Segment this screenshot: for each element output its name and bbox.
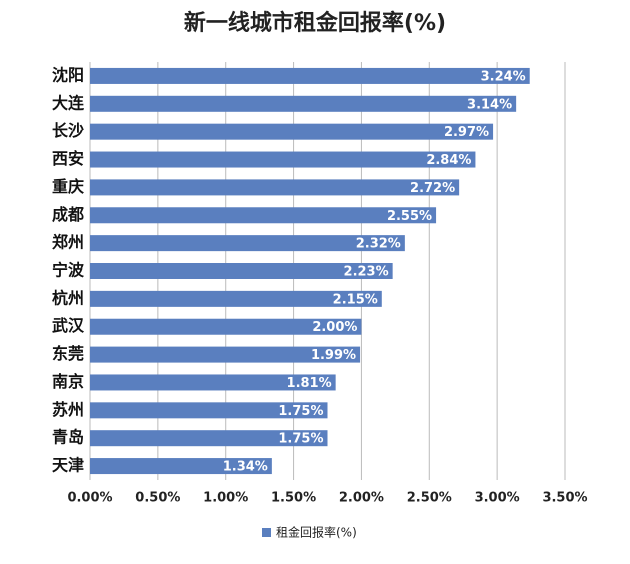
x-tick-label: 3.00% (475, 491, 520, 506)
y-tick-label: 成都 (52, 205, 84, 224)
bar (90, 374, 336, 391)
chart-title: 新一线城市租金回报率(%) (184, 10, 446, 36)
bar (90, 179, 460, 196)
legend-swatch (262, 528, 271, 537)
value-label: 2.97% (444, 125, 489, 140)
bar (90, 263, 393, 279)
y-tick-label: 天津 (52, 456, 84, 475)
legend-label: 租金回报率(%) (276, 525, 357, 540)
value-label: 2.32% (356, 237, 401, 252)
x-tick-label: 0.50% (135, 491, 180, 506)
x-tick-label: 2.50% (407, 491, 452, 506)
y-tick-label: 沈阳 (52, 65, 84, 84)
value-label: 2.23% (344, 265, 389, 280)
bar (90, 430, 328, 447)
value-label: 2.84% (426, 153, 471, 168)
bar (90, 318, 362, 335)
bar (90, 207, 437, 224)
value-label: 2.15% (333, 292, 378, 307)
x-tick-label: 0.00% (67, 491, 112, 506)
x-tick-label: 1.00% (203, 491, 248, 506)
y-tick-label: 宁波 (52, 261, 85, 280)
value-label: 1.75% (278, 432, 323, 447)
bar (90, 95, 517, 112)
y-tick-label: 苏州 (52, 400, 84, 419)
bar (90, 67, 530, 84)
y-tick-label: 东莞 (52, 344, 84, 363)
y-tick-label: 重庆 (52, 177, 84, 196)
y-tick-label: 西安 (52, 149, 84, 168)
value-label: 1.81% (287, 376, 332, 391)
value-label: 3.14% (467, 97, 512, 112)
value-label: 1.99% (311, 348, 356, 363)
value-label: 1.75% (278, 404, 323, 419)
bar (90, 151, 476, 168)
x-tick-label: 1.50% (271, 491, 316, 506)
x-tick-label: 3.50% (542, 491, 587, 506)
bar (90, 458, 272, 475)
y-tick-label: 杭州 (52, 288, 84, 307)
bar (90, 346, 361, 363)
y-tick-label: 长沙 (52, 121, 84, 140)
value-label: 2.55% (387, 209, 432, 224)
value-label: 2.00% (312, 320, 357, 335)
value-label: 1.34% (223, 460, 268, 475)
y-tick-label: 青岛 (52, 428, 84, 447)
value-label: 2.72% (410, 181, 455, 196)
y-tick-label: 武汉 (52, 316, 85, 335)
y-tick-label: 郑州 (52, 233, 84, 252)
bar (90, 290, 382, 307)
bar (90, 402, 328, 419)
x-tick-label: 2.00% (339, 491, 384, 506)
bar (90, 123, 494, 140)
bar (90, 235, 405, 252)
y-tick-label: 南京 (52, 372, 84, 391)
y-tick-label: 大连 (52, 93, 85, 112)
value-label: 3.24% (481, 69, 526, 84)
